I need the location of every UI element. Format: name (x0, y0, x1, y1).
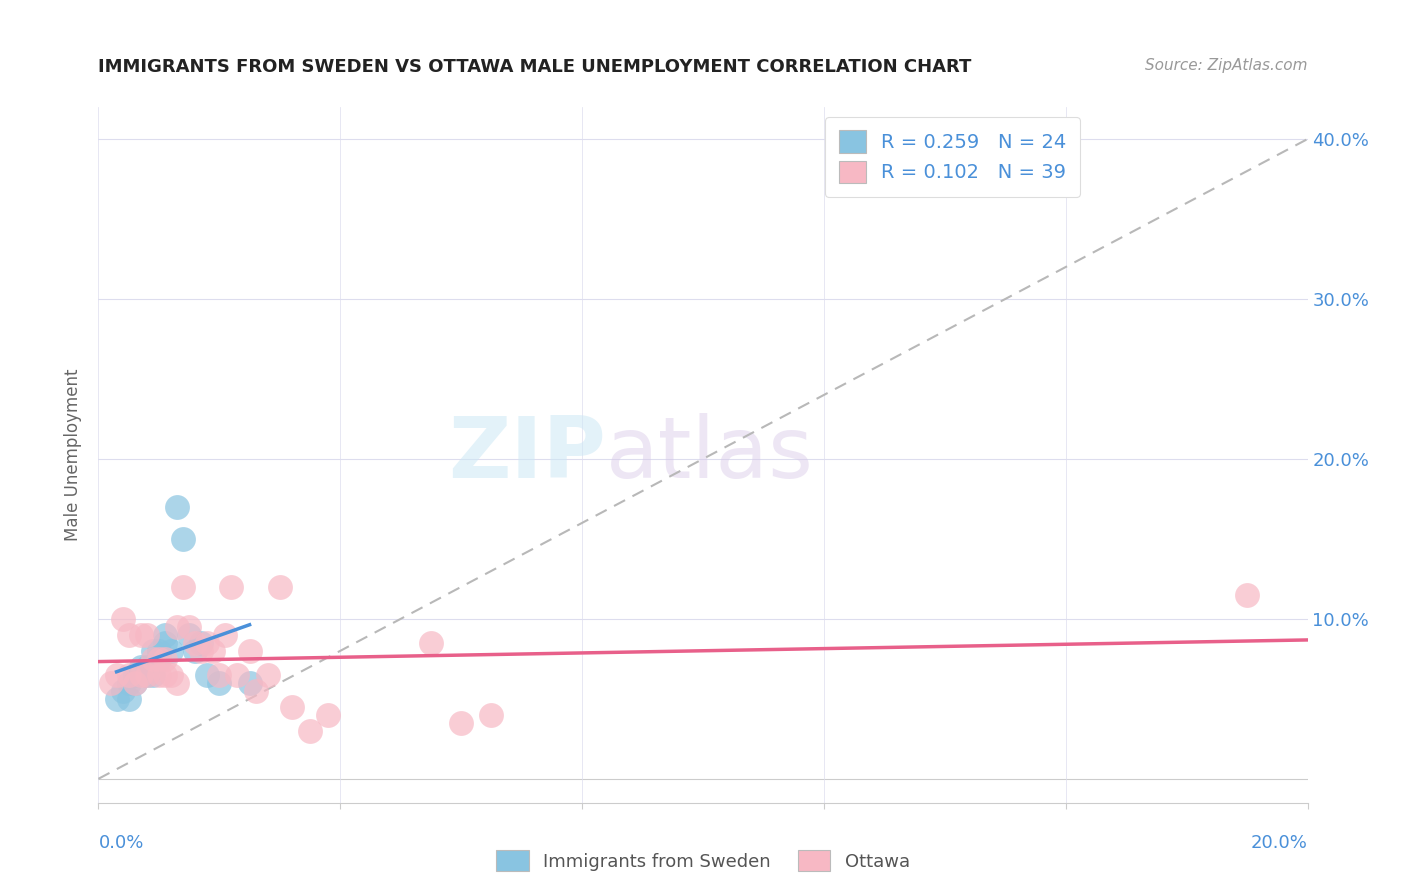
Point (135, 668, 157, 682)
Point (195, 668, 218, 682)
Text: Source: ZipAtlas.com: Source: ZipAtlas.com (1144, 58, 1308, 73)
Point (269, 580, 291, 594)
Point (450, 715, 472, 730)
Point (172, 532, 194, 546)
Point (195, 636, 218, 650)
Point (153, 636, 176, 650)
Point (153, 628, 176, 642)
Point (177, 620, 201, 634)
Point (148, 652, 170, 666)
Point (419, 636, 441, 650)
Point (153, 668, 176, 682)
Point (166, 620, 188, 634)
Point (239, 676, 262, 690)
Point (135, 628, 157, 642)
Text: atlas: atlas (606, 413, 814, 497)
Point (190, 644, 212, 658)
Point (239, 644, 262, 658)
Point (316, 707, 339, 722)
Text: 0.0%: 0.0% (98, 834, 143, 852)
Point (142, 644, 165, 658)
Point (142, 652, 165, 666)
Text: 20.0%: 20.0% (1251, 834, 1308, 852)
Point (1236, 588, 1258, 602)
Point (245, 683, 267, 698)
Point (129, 628, 152, 642)
Point (105, 691, 128, 706)
Point (184, 644, 207, 658)
Point (221, 580, 243, 594)
Point (153, 652, 176, 666)
Point (129, 660, 152, 674)
Point (208, 676, 231, 690)
Point (124, 668, 146, 682)
Point (118, 628, 141, 642)
Point (105, 668, 128, 682)
Point (202, 644, 225, 658)
Point (172, 580, 194, 594)
Legend: R = 0.259   N = 24, R = 0.102   N = 39: R = 0.259 N = 24, R = 0.102 N = 39 (825, 117, 1080, 196)
Point (281, 699, 304, 714)
Point (166, 500, 188, 514)
Point (111, 683, 134, 698)
Point (129, 668, 152, 682)
Point (118, 668, 141, 682)
Y-axis label: Male Unemployment: Male Unemployment (63, 368, 82, 541)
Point (142, 668, 165, 682)
Text: IMMIGRANTS FROM SWEDEN VS OTTAWA MALE UNEMPLOYMENT CORRELATION CHART: IMMIGRANTS FROM SWEDEN VS OTTAWA MALE UN… (98, 58, 972, 76)
Point (208, 668, 231, 682)
Point (226, 668, 249, 682)
Point (166, 676, 188, 690)
Text: ZIP: ZIP (449, 413, 606, 497)
Legend: Immigrants from Sweden, Ottawa: Immigrants from Sweden, Ottawa (489, 843, 917, 879)
Point (160, 644, 183, 658)
Point (184, 636, 207, 650)
Point (124, 676, 146, 690)
Point (160, 668, 183, 682)
Point (118, 691, 141, 706)
Point (177, 628, 201, 642)
Point (148, 668, 170, 682)
Point (481, 707, 503, 722)
Point (135, 668, 157, 682)
Point (256, 668, 278, 682)
Point (190, 636, 212, 650)
Point (148, 652, 170, 666)
Point (118, 676, 141, 690)
Point (100, 676, 122, 690)
Point (124, 676, 146, 690)
Point (299, 723, 322, 738)
Point (214, 628, 236, 642)
Point (111, 612, 134, 626)
Point (148, 644, 170, 658)
Point (135, 660, 157, 674)
